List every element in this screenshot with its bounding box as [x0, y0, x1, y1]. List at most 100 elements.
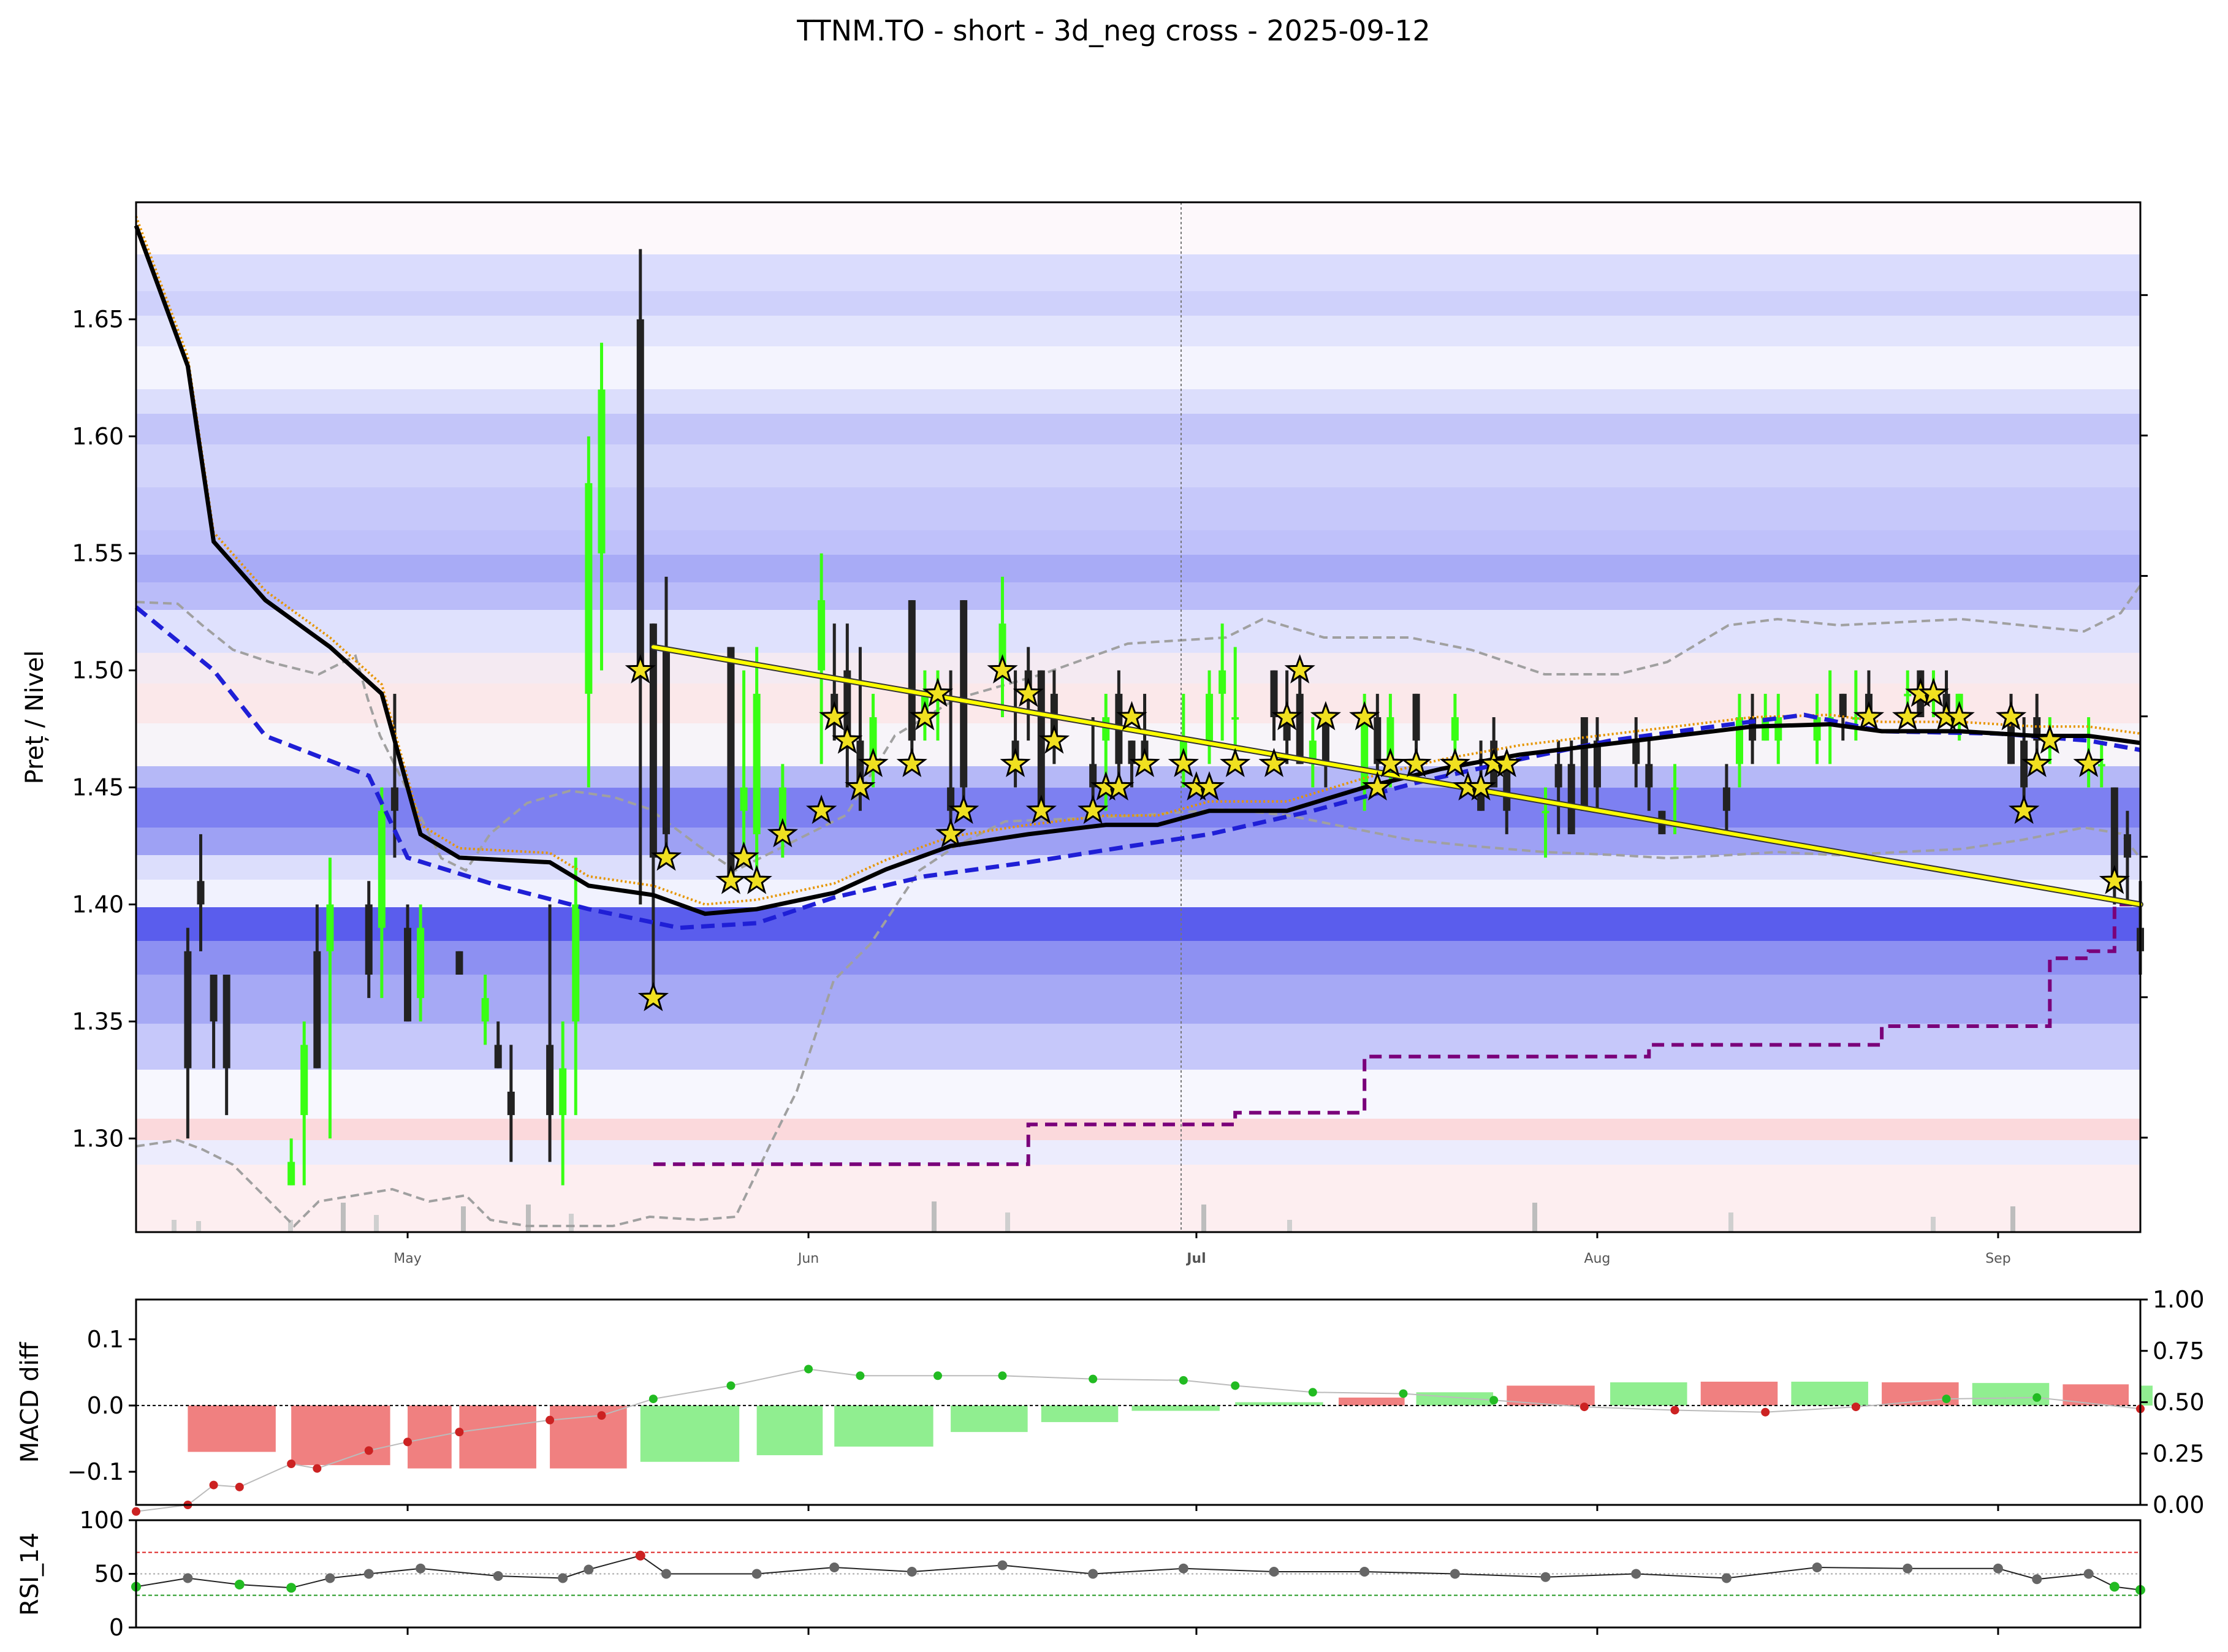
macd-right-axis: 0.00 0.25 0.50 0.75 1.00 [2140, 1286, 2205, 1518]
macd-hist-bar [640, 1405, 740, 1462]
macd-hist-bar [834, 1405, 933, 1447]
macd-dot [132, 1507, 140, 1516]
signal-star [1000, 747, 1031, 777]
candle-body [481, 998, 489, 1022]
rsi-dot [1359, 1567, 1370, 1577]
candle-body [2020, 740, 2028, 788]
signal-star [2008, 794, 2040, 824]
macd-hist-bar [1041, 1405, 1119, 1422]
macd-dot [1179, 1376, 1188, 1385]
candle-body [2097, 764, 2105, 767]
signal-star [1995, 701, 2027, 731]
candle-body [210, 975, 218, 1022]
candle-body [1102, 717, 1110, 741]
signal-star [1465, 771, 1497, 801]
candle-body [1762, 717, 1770, 741]
price-y-tick-label: 1.45 [72, 774, 124, 801]
signal-star [909, 701, 940, 731]
candle-body [1321, 717, 1329, 764]
signal-star [637, 981, 669, 1011]
signal-star [857, 747, 889, 777]
signal-star [1077, 794, 1109, 824]
price-x-tick-label: May [394, 1251, 421, 1266]
rsi-dot [1993, 1563, 2003, 1574]
candle-body [390, 787, 398, 811]
rsi-dot [234, 1580, 245, 1589]
candle-body [1671, 787, 1679, 790]
candle-body [727, 647, 735, 881]
signal-star [650, 841, 682, 871]
macd-hist-bar [2140, 1385, 2153, 1406]
candle-body [947, 787, 955, 811]
macd-dot [455, 1428, 464, 1437]
price-x-tick-label: Jun [797, 1251, 819, 1266]
candle-body [455, 951, 463, 975]
signal-star [1116, 701, 1147, 731]
macd-dot [546, 1415, 555, 1425]
rsi-dot [1178, 1563, 1188, 1574]
candle-body [404, 927, 412, 1022]
price-y-tick-label: 1.40 [72, 891, 124, 918]
macd-right-tick-label: 0.75 [2153, 1338, 2205, 1365]
purple-dashed-line [653, 902, 2142, 1167]
candle-body [818, 600, 826, 671]
macd-right-tick-label: 0.00 [2153, 1491, 2205, 1518]
candle-body [1231, 717, 1239, 720]
macd-x-axis [406, 1505, 1999, 1511]
rsi-dots [131, 1550, 2145, 1595]
candle-body [843, 670, 851, 741]
candle-body [1813, 717, 1821, 741]
rsi-y-tick-label: 100 [79, 1507, 124, 1534]
macd-hist-bar [1131, 1405, 1220, 1411]
macd-dot [933, 1371, 942, 1380]
candle-body [287, 1162, 295, 1186]
candle-body [197, 881, 205, 905]
signal-star [2021, 747, 2053, 777]
candle-body [1904, 693, 1912, 696]
chart-title: TTNM.TO - short - 3d_neg cross - 2025-09… [796, 14, 1431, 47]
macd-dot [235, 1482, 244, 1491]
candle-body [326, 904, 334, 951]
candle-body [222, 975, 230, 1068]
macd-right-tick-label: 0.25 [2153, 1440, 2205, 1467]
price-x-tick-label: Aug [1584, 1251, 1610, 1266]
rsi-dot [363, 1569, 374, 1579]
rsi-panel: 0 50 100 RSI_14 [16, 1507, 2145, 1641]
macd-dot [1489, 1396, 1499, 1405]
candle-body [998, 623, 1006, 671]
candle-body [778, 787, 786, 834]
macd-hist-bar [459, 1405, 536, 1469]
candle-body [1451, 717, 1459, 741]
signal-star [2099, 864, 2130, 894]
candle-body [184, 951, 192, 1068]
signal-star [1284, 654, 1315, 684]
rsi-dot [2032, 1574, 2042, 1585]
macd-dot [597, 1411, 606, 1420]
macd-y-label: MACD diff [16, 1341, 44, 1463]
candle-body [300, 1045, 308, 1116]
price-y-tick-label: 1.35 [72, 1008, 124, 1035]
signal-star [1038, 724, 1070, 754]
price-y-tick-label: 1.65 [72, 306, 124, 333]
blue-dashed-line [134, 605, 2141, 931]
rsi-dot [1812, 1563, 1822, 1572]
macd-hist-bar [756, 1405, 823, 1455]
rsi-y-axis: 0 50 100 [79, 1507, 136, 1641]
volume-bars [172, 1201, 2015, 1232]
candle-body [2123, 834, 2131, 858]
candle-body [1542, 810, 1549, 813]
macd-dot [726, 1381, 736, 1390]
candle-body [1128, 740, 1136, 764]
signal-star [767, 818, 799, 848]
macd-dots [132, 1365, 2145, 1516]
signal-star [896, 747, 927, 777]
macd-dot [364, 1446, 373, 1455]
macd-hist-bar [550, 1405, 627, 1469]
rsi-y-label: RSI_14 [16, 1532, 44, 1616]
candle-body [1206, 693, 1214, 741]
candle-body [1593, 740, 1601, 788]
candle-body [740, 787, 748, 811]
rsi-dot [325, 1573, 335, 1583]
macd-hist-bar [408, 1405, 452, 1469]
